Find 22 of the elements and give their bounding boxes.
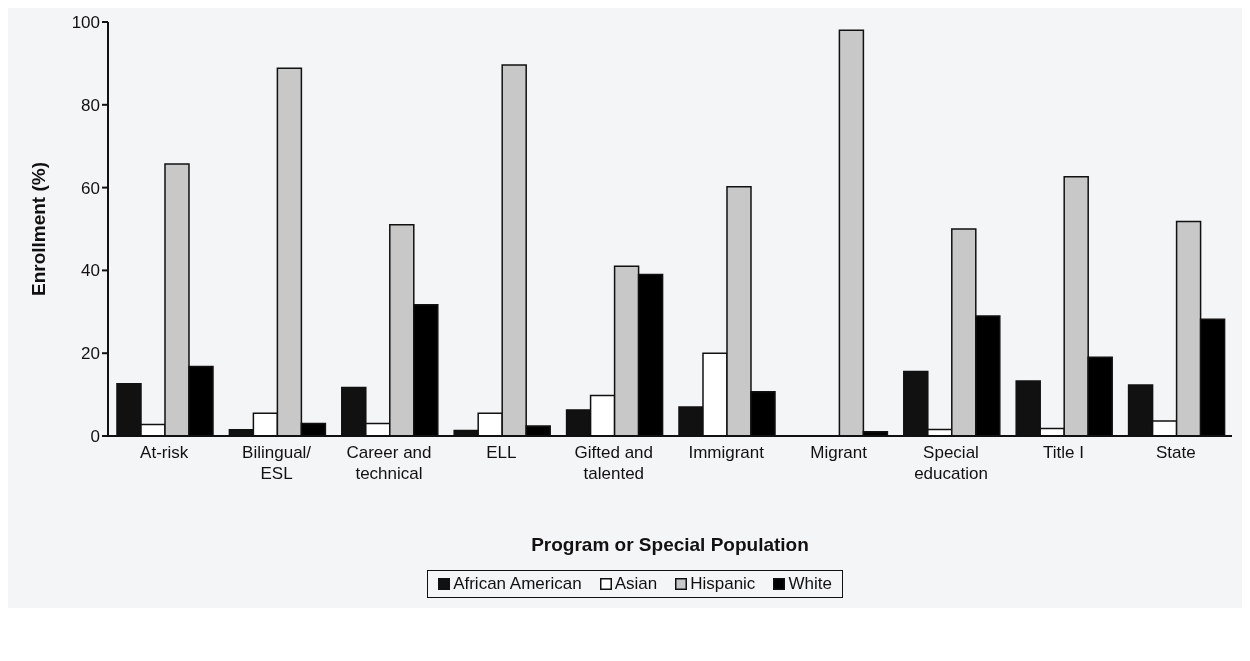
legend-label: White <box>787 574 832 594</box>
legend-label: Hispanic <box>689 574 756 594</box>
x-tick-label: Title I <box>1042 443 1084 462</box>
y-tick-label: 0 <box>90 427 100 447</box>
x-tick-label: Immigrant <box>688 443 765 462</box>
x-tick-label: Migrant <box>810 443 868 462</box>
y-axis-title: Enrollment (%) <box>27 161 49 297</box>
x-axis-title: Program or Special Population <box>531 534 809 555</box>
y-tick-label: 80 <box>81 95 100 115</box>
y-tick-label: 40 <box>81 261 100 281</box>
legend-label: African American <box>452 574 582 594</box>
x-tick-label: Gifted and talented <box>574 443 654 483</box>
y-tick-label: 20 <box>81 344 100 364</box>
x-tick-label: ELL <box>486 443 517 462</box>
x-tick-label: Special education <box>914 443 988 483</box>
x-tick-label: At-risk <box>140 443 189 462</box>
x-tick-label: Career and technical <box>346 443 432 483</box>
x-tick-label: State <box>1155 443 1196 462</box>
legend-label: Asian <box>613 574 658 594</box>
x-tick-label: Bilingual/ESL <box>242 443 312 483</box>
y-tick-label: 60 <box>81 178 100 198</box>
y-tick-label: 100 <box>71 13 100 33</box>
